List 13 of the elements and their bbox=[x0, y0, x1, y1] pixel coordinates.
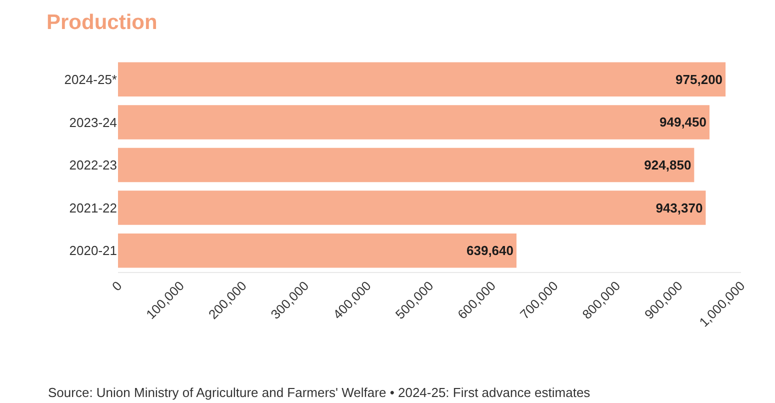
data-label: 949,450 bbox=[660, 114, 707, 130]
x-tick-label: 0 bbox=[108, 278, 125, 294]
y-tick-label: 2023-24 bbox=[69, 114, 117, 130]
data-label: 975,200 bbox=[676, 72, 723, 87]
source-note: Source: Union Ministry of Agriculture and Farmers' Welfare • 2024-25: First advance estimates bbox=[48, 385, 591, 400]
y-tick-label: 2022-23 bbox=[69, 158, 117, 173]
y-tick-label: 2020-21 bbox=[69, 243, 117, 258]
y-tick-label: 2021-22 bbox=[69, 200, 117, 216]
chart-title: Production bbox=[46, 10, 158, 34]
y-tick-label: 2024-25* bbox=[64, 72, 117, 87]
data-label: 924,850 bbox=[644, 158, 692, 172]
data-label: 943,370 bbox=[656, 200, 703, 216]
data-label: 639,640 bbox=[466, 243, 514, 258]
